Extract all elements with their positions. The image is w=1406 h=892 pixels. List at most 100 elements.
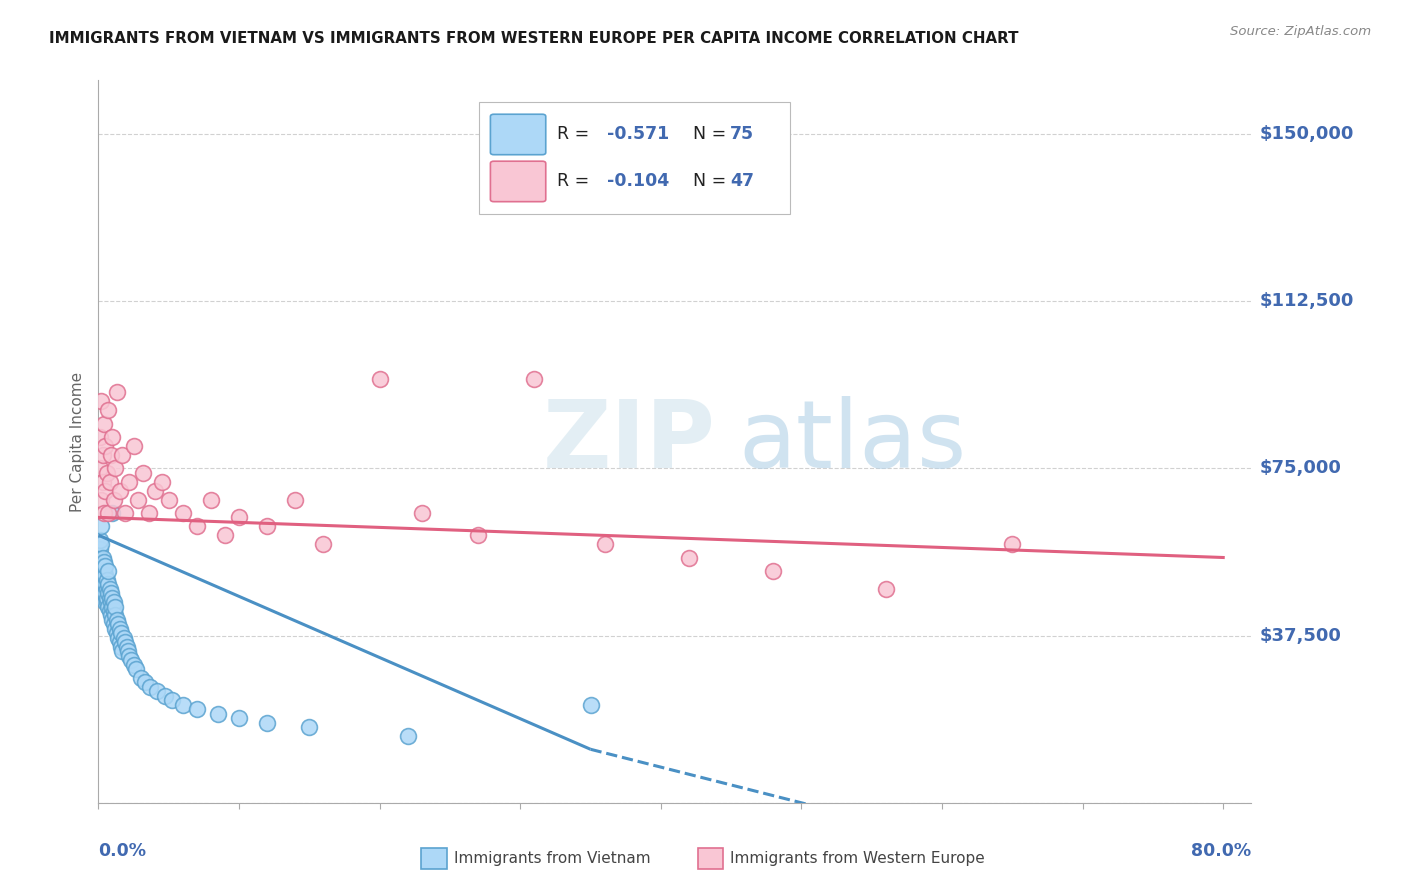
Point: [91, 448, 114, 462]
Point: [101, 613, 124, 627]
Point: [94, 559, 117, 574]
Point: [91, 573, 114, 587]
Point: [108, 483, 131, 498]
Point: [150, 475, 173, 489]
Point: [207, 706, 229, 721]
Point: [110, 640, 132, 654]
Text: -0.571: -0.571: [607, 126, 669, 144]
Point: [97, 577, 120, 591]
Text: R =: R =: [557, 126, 595, 144]
Point: [228, 711, 250, 725]
Point: [157, 492, 180, 507]
Point: [146, 684, 169, 698]
Point: [105, 626, 128, 640]
Point: [89, 550, 111, 565]
Point: [101, 591, 124, 605]
Point: [98, 591, 121, 605]
Point: [98, 604, 121, 618]
Point: [91, 550, 114, 565]
FancyBboxPatch shape: [697, 847, 723, 870]
Point: [98, 582, 121, 596]
Point: [132, 466, 155, 480]
Point: [112, 631, 135, 645]
Point: [125, 662, 148, 676]
Point: [1001, 537, 1024, 551]
Text: ZIP: ZIP: [543, 395, 716, 488]
Point: [96, 573, 118, 587]
Text: N =: N =: [682, 126, 731, 144]
Point: [103, 617, 125, 632]
Point: [396, 729, 419, 743]
FancyBboxPatch shape: [491, 114, 546, 154]
Point: [111, 448, 134, 462]
Point: [200, 492, 222, 507]
Point: [93, 564, 115, 578]
Point: [110, 626, 132, 640]
Point: [411, 506, 433, 520]
Point: [467, 528, 489, 542]
Point: [93, 573, 115, 587]
Point: [104, 608, 127, 623]
Point: [127, 492, 149, 507]
Point: [118, 475, 141, 489]
Point: [104, 599, 127, 614]
Point: [100, 586, 122, 600]
Point: [90, 564, 112, 578]
Point: [256, 715, 278, 730]
Point: [89, 541, 111, 556]
Text: atlas: atlas: [738, 395, 966, 488]
Point: [90, 492, 112, 507]
Text: Source: ZipAtlas.com: Source: ZipAtlas.com: [1230, 25, 1371, 38]
Point: [101, 430, 124, 444]
Text: $150,000: $150,000: [1260, 125, 1354, 143]
Point: [89, 461, 111, 475]
Point: [98, 475, 121, 489]
Text: N =: N =: [682, 172, 731, 190]
Y-axis label: Per Capita Income: Per Capita Income: [70, 371, 86, 512]
Text: 0.0%: 0.0%: [98, 842, 146, 860]
Point: [122, 439, 145, 453]
Point: [103, 604, 125, 618]
Point: [97, 506, 120, 520]
Point: [172, 698, 194, 712]
Text: $112,500: $112,500: [1260, 292, 1354, 310]
Point: [122, 657, 145, 672]
Point: [114, 506, 136, 520]
Point: [94, 586, 117, 600]
Point: [89, 533, 111, 547]
Point: [100, 595, 122, 609]
Point: [93, 586, 115, 600]
FancyBboxPatch shape: [491, 161, 546, 202]
Point: [96, 595, 118, 609]
Point: [762, 564, 785, 578]
Point: [256, 519, 278, 533]
Point: [100, 608, 122, 623]
Text: 75: 75: [730, 126, 755, 144]
Point: [97, 586, 120, 600]
Point: [90, 555, 112, 569]
Point: [97, 403, 120, 417]
Point: [138, 506, 160, 520]
Point: [94, 577, 117, 591]
Point: [94, 439, 117, 453]
Point: [104, 622, 127, 636]
Point: [523, 372, 546, 386]
Text: Immigrants from Western Europe: Immigrants from Western Europe: [730, 851, 986, 866]
Point: [104, 461, 127, 475]
Point: [115, 640, 138, 654]
Point: [114, 635, 136, 649]
Point: [93, 555, 115, 569]
Point: [91, 582, 114, 596]
Point: [143, 483, 166, 498]
Point: [105, 385, 128, 400]
Point: [172, 506, 194, 520]
Point: [118, 648, 141, 663]
Text: $75,000: $75,000: [1260, 459, 1341, 477]
Point: [312, 537, 335, 551]
Point: [90, 519, 112, 533]
Point: [97, 564, 120, 578]
Point: [107, 617, 129, 632]
Point: [90, 394, 112, 409]
Point: [129, 671, 152, 685]
Point: [94, 483, 117, 498]
